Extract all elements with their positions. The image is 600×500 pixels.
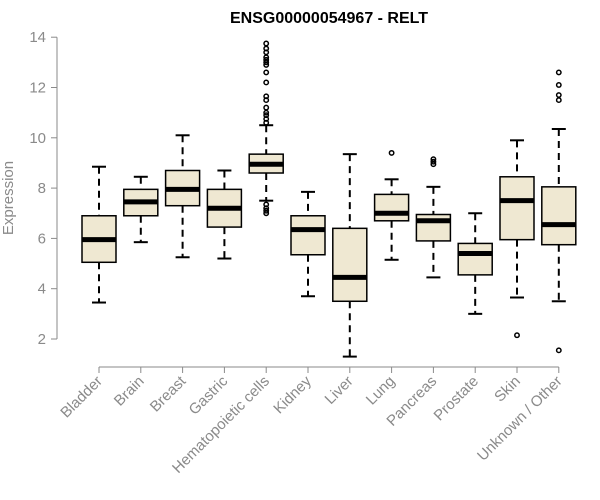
box xyxy=(332,227,368,303)
y-tick-label: 6 xyxy=(38,230,46,247)
chart-title: ENSG00000054967 - RELT xyxy=(230,10,428,27)
outlier-point xyxy=(263,40,270,47)
box-group xyxy=(164,134,201,259)
y-axis-title: Expression xyxy=(0,161,17,235)
box-group xyxy=(457,212,493,315)
x-tick-label: Breast xyxy=(147,372,190,415)
box-group xyxy=(499,139,535,339)
outlier-point xyxy=(263,69,270,76)
box xyxy=(290,215,326,256)
box xyxy=(541,186,577,246)
box-group xyxy=(541,69,577,354)
box-group xyxy=(248,40,284,217)
outlier-point xyxy=(555,82,562,88)
x-tick-label: Prostate xyxy=(430,373,482,425)
outlier-point xyxy=(388,149,395,156)
x-tick-label: Lung xyxy=(363,373,399,409)
outlier-point xyxy=(430,158,437,165)
y-tick-label: 10 xyxy=(29,130,46,147)
x-tick-label: Bladder xyxy=(57,373,106,422)
box-group xyxy=(290,190,326,298)
outlier-point xyxy=(430,156,437,163)
outlier-point xyxy=(263,45,270,52)
outlier-point xyxy=(555,347,562,354)
y-tick-label: 12 xyxy=(29,80,46,97)
box xyxy=(373,193,410,222)
box-group xyxy=(123,175,159,244)
x-tick-label: Liver xyxy=(322,373,357,408)
y-tick-label: 8 xyxy=(38,180,46,197)
outlier-point xyxy=(555,69,562,76)
box-group xyxy=(373,149,410,261)
box xyxy=(499,176,535,241)
outlier-point xyxy=(263,93,270,100)
outlier-point xyxy=(514,332,520,339)
outlier-point xyxy=(263,207,270,214)
outlier-point xyxy=(263,79,270,86)
plot-area xyxy=(81,40,577,358)
x-tick-label: Brain xyxy=(111,373,148,410)
box-group xyxy=(81,165,117,304)
y-tick-label: 14 xyxy=(29,29,46,46)
box-group xyxy=(206,169,243,260)
x-tick-label: Skin xyxy=(491,373,524,406)
box-group xyxy=(332,153,368,358)
outlier-point xyxy=(555,92,562,98)
outlier-point xyxy=(263,112,270,119)
box xyxy=(457,242,493,276)
outlier-point xyxy=(263,104,270,111)
x-tick-label: Kidney xyxy=(270,372,315,417)
y-axis: 2 4 6 8 10 12 14 xyxy=(29,29,58,348)
outlier-point xyxy=(555,97,562,104)
outlier-point xyxy=(263,201,270,208)
outlier-point xyxy=(263,56,270,63)
y-tick-label: 2 xyxy=(38,331,46,348)
y-tick-label: 4 xyxy=(38,281,46,298)
box-group xyxy=(415,156,452,279)
